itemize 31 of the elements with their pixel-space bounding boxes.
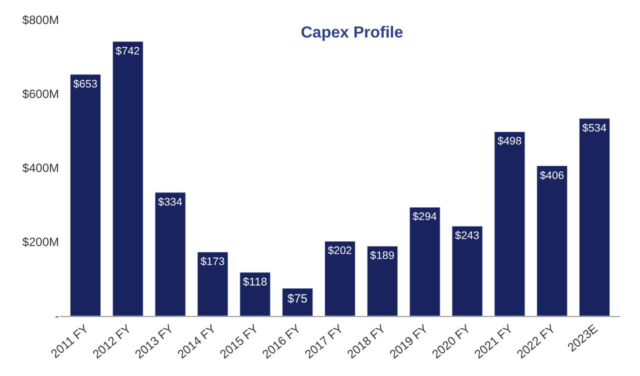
data-label: $243 (455, 230, 480, 242)
data-label: $189 (370, 250, 394, 262)
data-label: $742 (116, 45, 140, 58)
data-label: $498 (497, 136, 522, 148)
bar (366, 246, 398, 316)
data-label: $406 (540, 170, 564, 182)
bar (197, 252, 228, 316)
data-label: $294 (412, 211, 437, 224)
bar (579, 118, 610, 316)
y-tick-label: $800M (22, 13, 59, 28)
bar (536, 166, 568, 316)
y-tick-label: $400M (22, 161, 59, 176)
y-tick-label: - (55, 309, 59, 324)
chart-title: Capex Profile (300, 24, 404, 42)
data-label: $334 (158, 196, 182, 208)
y-tick-label: $600M (22, 87, 59, 102)
bar (324, 241, 356, 316)
bar (494, 131, 526, 316)
data-label: $173 (200, 256, 225, 268)
bar (240, 272, 271, 316)
bar (154, 192, 186, 316)
data-label: $653 (73, 78, 98, 90)
data-label: $118 (242, 276, 268, 289)
bar (70, 74, 101, 316)
y-tick-label: $200M (22, 235, 59, 250)
data-label: $534 (582, 122, 607, 134)
bar (112, 41, 144, 316)
bar (452, 226, 483, 316)
data-label: $75 (287, 291, 308, 306)
bar (409, 206, 440, 316)
data-label: $202 (328, 245, 352, 258)
